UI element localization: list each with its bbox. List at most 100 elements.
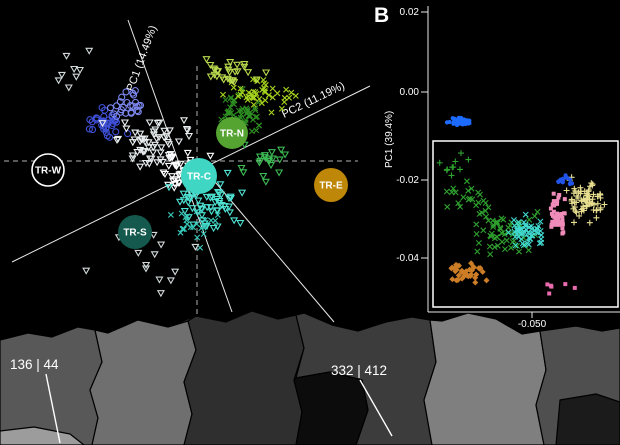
point [563,187,570,194]
point [176,160,185,168]
point [274,90,281,97]
point [258,100,265,107]
point [478,209,485,216]
point [494,220,501,227]
point [444,203,451,210]
point [235,93,242,100]
point [267,149,276,157]
point [184,133,194,141]
point [444,166,451,173]
point [230,79,239,87]
map: 136 | 44 332 | 412 [0,310,620,445]
point [525,247,532,254]
point [227,104,234,111]
point [248,90,255,97]
point [571,219,577,226]
y-tick-label: -0.04 [396,253,419,264]
pc2-axis-label: PC2 (11.19%) [280,80,347,121]
point [510,217,517,223]
point [466,121,471,126]
point [570,205,577,212]
point [252,76,261,84]
group-badge-label: TR-N [220,129,244,140]
point [164,162,173,170]
cluster-blue-dots-inner [556,173,575,187]
point [182,126,191,134]
point [222,96,229,103]
point [475,199,482,206]
point [130,91,138,99]
cluster-khaki-plus [563,174,608,226]
point [488,230,495,237]
point [165,127,174,135]
annotation-leader-line-west [45,373,61,444]
point [260,152,269,160]
point [102,128,110,136]
cluster-yellowgreen-x [220,76,299,116]
point [193,208,200,215]
point [548,206,553,211]
point [57,71,66,79]
point [448,172,455,179]
point [557,222,562,227]
point [243,110,250,117]
point [278,105,285,112]
point [560,216,565,220]
point [253,127,260,134]
point [219,76,228,84]
point [497,225,504,232]
point [455,272,462,279]
point [497,224,504,231]
point [221,205,230,214]
point [117,106,125,114]
point [154,134,164,142]
point [202,56,211,64]
y-tick-label: 0.00 [400,87,420,98]
point [549,224,554,229]
point [512,242,519,249]
point [463,178,470,185]
group-badge-tr-e: TR-E [314,168,348,202]
point [444,120,450,125]
point [573,193,580,200]
point [597,190,603,197]
point [252,89,259,96]
panel-a-scatter [54,47,299,298]
point [518,236,525,242]
point [202,223,209,230]
point [268,109,275,116]
point [102,124,110,132]
group-badge-tr-n: TR-N [216,117,248,149]
point [131,87,139,95]
point [145,119,154,127]
point [225,209,234,217]
point [505,229,512,236]
point [133,107,141,115]
point [133,149,142,157]
point [206,194,215,202]
point [203,204,212,212]
point [164,184,174,192]
point [584,192,590,199]
point [551,209,556,214]
point [459,275,466,282]
point [255,122,262,129]
point [537,218,544,225]
point [64,84,73,92]
point [588,180,595,187]
point [172,162,181,171]
point [243,109,250,116]
pc1-axis-label: PC1 (14.49%) [125,24,160,93]
point [237,164,246,173]
point [266,162,276,170]
point [485,204,492,211]
point [108,121,116,130]
point [520,242,527,249]
point [75,66,85,75]
point [526,216,533,223]
point [175,198,185,206]
point [113,102,121,110]
point [92,116,100,124]
point [160,134,169,142]
point [451,121,456,126]
